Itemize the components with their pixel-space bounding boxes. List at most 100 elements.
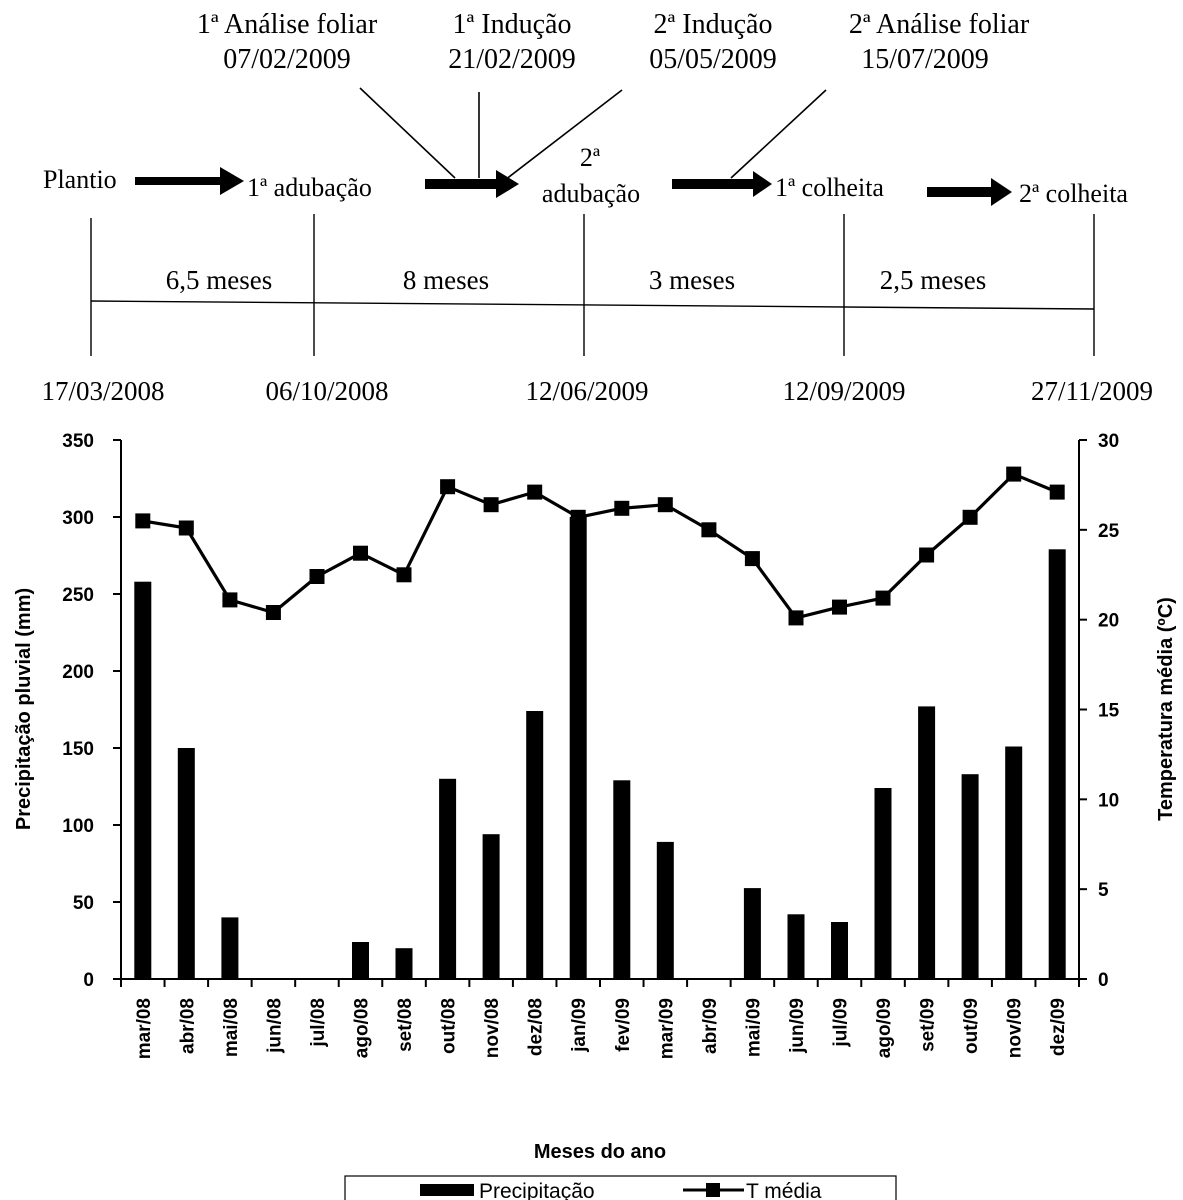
y-tick-label-left: 300 — [62, 508, 94, 529]
marker-fev-09 — [614, 500, 630, 516]
timeline-axis — [90, 300, 1095, 310]
y-tick-label-left: 150 — [62, 739, 94, 760]
legend-marker-square-icon — [706, 1183, 720, 1197]
bar-out-09 — [961, 774, 979, 979]
date-3: 12/06/2009 — [525, 376, 648, 406]
annotation-inducao1-date: 21/02/2009 — [448, 44, 576, 75]
legend: Precipitação T média — [344, 1175, 897, 1200]
bar-mar-08 — [134, 581, 152, 979]
x-axis-title: Meses do ano — [534, 1141, 666, 1163]
marker-dez-09 — [1049, 484, 1065, 500]
date-2: 06/10/2008 — [265, 376, 388, 406]
x-tick-label-set-09: set/09 — [918, 998, 939, 1052]
x-tick-label-mar-09: mar/09 — [656, 998, 677, 1059]
marker-dez-08 — [527, 484, 543, 500]
marker-mar-09 — [657, 497, 673, 513]
x-tick-label-mai-09: mai/09 — [743, 998, 764, 1057]
y-axis-title-left: Precipitação pluvial (mm) — [13, 588, 35, 830]
y-tick-label-left: 0 — [83, 970, 94, 991]
date-4: 12/09/2009 — [782, 376, 905, 406]
event-adubacao2: adubação — [542, 179, 640, 208]
marker-jan-09 — [570, 509, 586, 525]
x-tick-label-out-08: out/08 — [439, 998, 460, 1054]
marker-set-08 — [396, 567, 412, 583]
x-tick-label-nov-08: nov/08 — [482, 998, 503, 1058]
x-tick-label-mar-08: mar/08 — [134, 998, 155, 1059]
bar-mai-09 — [743, 888, 761, 979]
x-tick-label-fev-09: fev/09 — [613, 998, 634, 1052]
y-ticks-right: 0 5 10 15 20 25 30 — [1079, 431, 1120, 991]
marker-set-09 — [919, 547, 935, 563]
arrow-icon-1 — [135, 167, 244, 195]
marker-out-09 — [962, 509, 978, 525]
marker-mai-09 — [744, 551, 760, 567]
bar-dez-08 — [526, 711, 544, 979]
x-tick-label-ago-08: ago/08 — [352, 998, 373, 1058]
timeline: 1ª Análise foliar 07/02/2009 1ª Indução … — [41, 9, 1153, 406]
bar-dez-09 — [1048, 549, 1066, 979]
bar-jun-09 — [787, 914, 805, 979]
x-tick-label-out-09: out/09 — [961, 998, 982, 1054]
y-tick-label-right: 20 — [1098, 611, 1119, 632]
bar-jan-09 — [569, 517, 587, 979]
x-ticks: mar/08 abr/08 mai/08 jun/08 jul/08 ago/08 set/… — [120, 979, 1080, 1059]
event-colheita2: 2ª colheita — [1019, 179, 1128, 208]
y-tick-label-left: 200 — [62, 662, 94, 683]
bar-ago-09 — [874, 788, 892, 979]
y-tick-label-left: 250 — [62, 585, 94, 606]
bar-mar-09 — [656, 841, 674, 979]
x-tick-label-set-08: set/08 — [395, 998, 416, 1052]
arrow-icon-2 — [425, 170, 519, 198]
annotation-inducao2-title: 2ª Indução — [654, 9, 773, 40]
arrow-icon-3 — [672, 171, 772, 197]
line-series-t-media — [135, 466, 1065, 626]
marker-abr-09 — [701, 522, 717, 538]
marker-mai-08 — [222, 592, 238, 608]
date-5: 27/11/2009 — [1031, 376, 1153, 406]
bar-set-09 — [918, 706, 936, 979]
duration-3: 3 meses — [649, 265, 735, 295]
pointer-line-analise2 — [730, 89, 827, 179]
date-1: 17/03/2008 — [41, 376, 164, 406]
y-axis-title-right: Temperatura média (ºC) — [1155, 597, 1177, 821]
legend-label-precipitacao: Precipitação — [479, 1180, 595, 1200]
x-tick-label-nov-09: nov/09 — [1005, 998, 1026, 1058]
y-tick-label-right: 10 — [1098, 790, 1119, 811]
duration-1: 6,5 meses — [166, 265, 272, 295]
annotation-analise1-title: 1ª Análise foliar — [197, 9, 378, 40]
pointer-line-inducao2 — [504, 89, 623, 181]
marker-jun-09 — [788, 610, 804, 626]
x-tick-label-jan-09: jan/09 — [569, 998, 590, 1053]
bar-series-precipitacao — [134, 517, 1066, 979]
y-ticks-left: 0 50 100 150 200 250 300 350 — [62, 431, 121, 991]
event-adubacao1: 1ª adubação — [247, 173, 372, 202]
legend-swatch-precipitacao — [420, 1184, 474, 1196]
bar-abr-08 — [177, 748, 195, 979]
y-tick-label-right: 0 — [1098, 970, 1109, 991]
marker-abr-08 — [178, 520, 194, 536]
duration-2: 8 meses — [403, 265, 489, 295]
annotation-analise1-date: 07/02/2009 — [223, 44, 351, 75]
marker-nov-09 — [1006, 466, 1022, 482]
y-tick-label-left: 350 — [62, 431, 94, 452]
annotation-analise2-date: 15/07/2009 — [861, 44, 989, 75]
marker-jun-08 — [265, 605, 281, 620]
x-tick-label-dez-08: dez/08 — [526, 998, 547, 1056]
y-tick-label-right: 30 — [1098, 431, 1119, 452]
y-tick-label-right: 5 — [1098, 880, 1109, 901]
y-tick-label-left: 100 — [62, 816, 94, 837]
event-adubacao2-ordinal: 2ª — [580, 143, 601, 172]
duration-4: 2,5 meses — [880, 265, 986, 295]
x-tick-label-abr-08: abr/08 — [177, 998, 198, 1054]
marker-ago-09 — [875, 590, 891, 606]
x-tick-label-jul-08: jul/08 — [308, 998, 329, 1048]
x-tick-label-jun-08: jun/08 — [264, 998, 285, 1054]
chart: 0 50 100 150 200 250 300 350 0 5 10 15 20 25 30 mar/0… — [13, 431, 1177, 1163]
legend-label-t-media: T média — [746, 1180, 822, 1200]
event-colheita1: 1ª colheita — [775, 173, 884, 202]
y-tick-label-left: 50 — [73, 893, 94, 914]
bar-set-08 — [395, 948, 413, 979]
marker-out-08 — [440, 479, 456, 495]
annotation-inducao2-date: 05/05/2009 — [649, 44, 777, 75]
